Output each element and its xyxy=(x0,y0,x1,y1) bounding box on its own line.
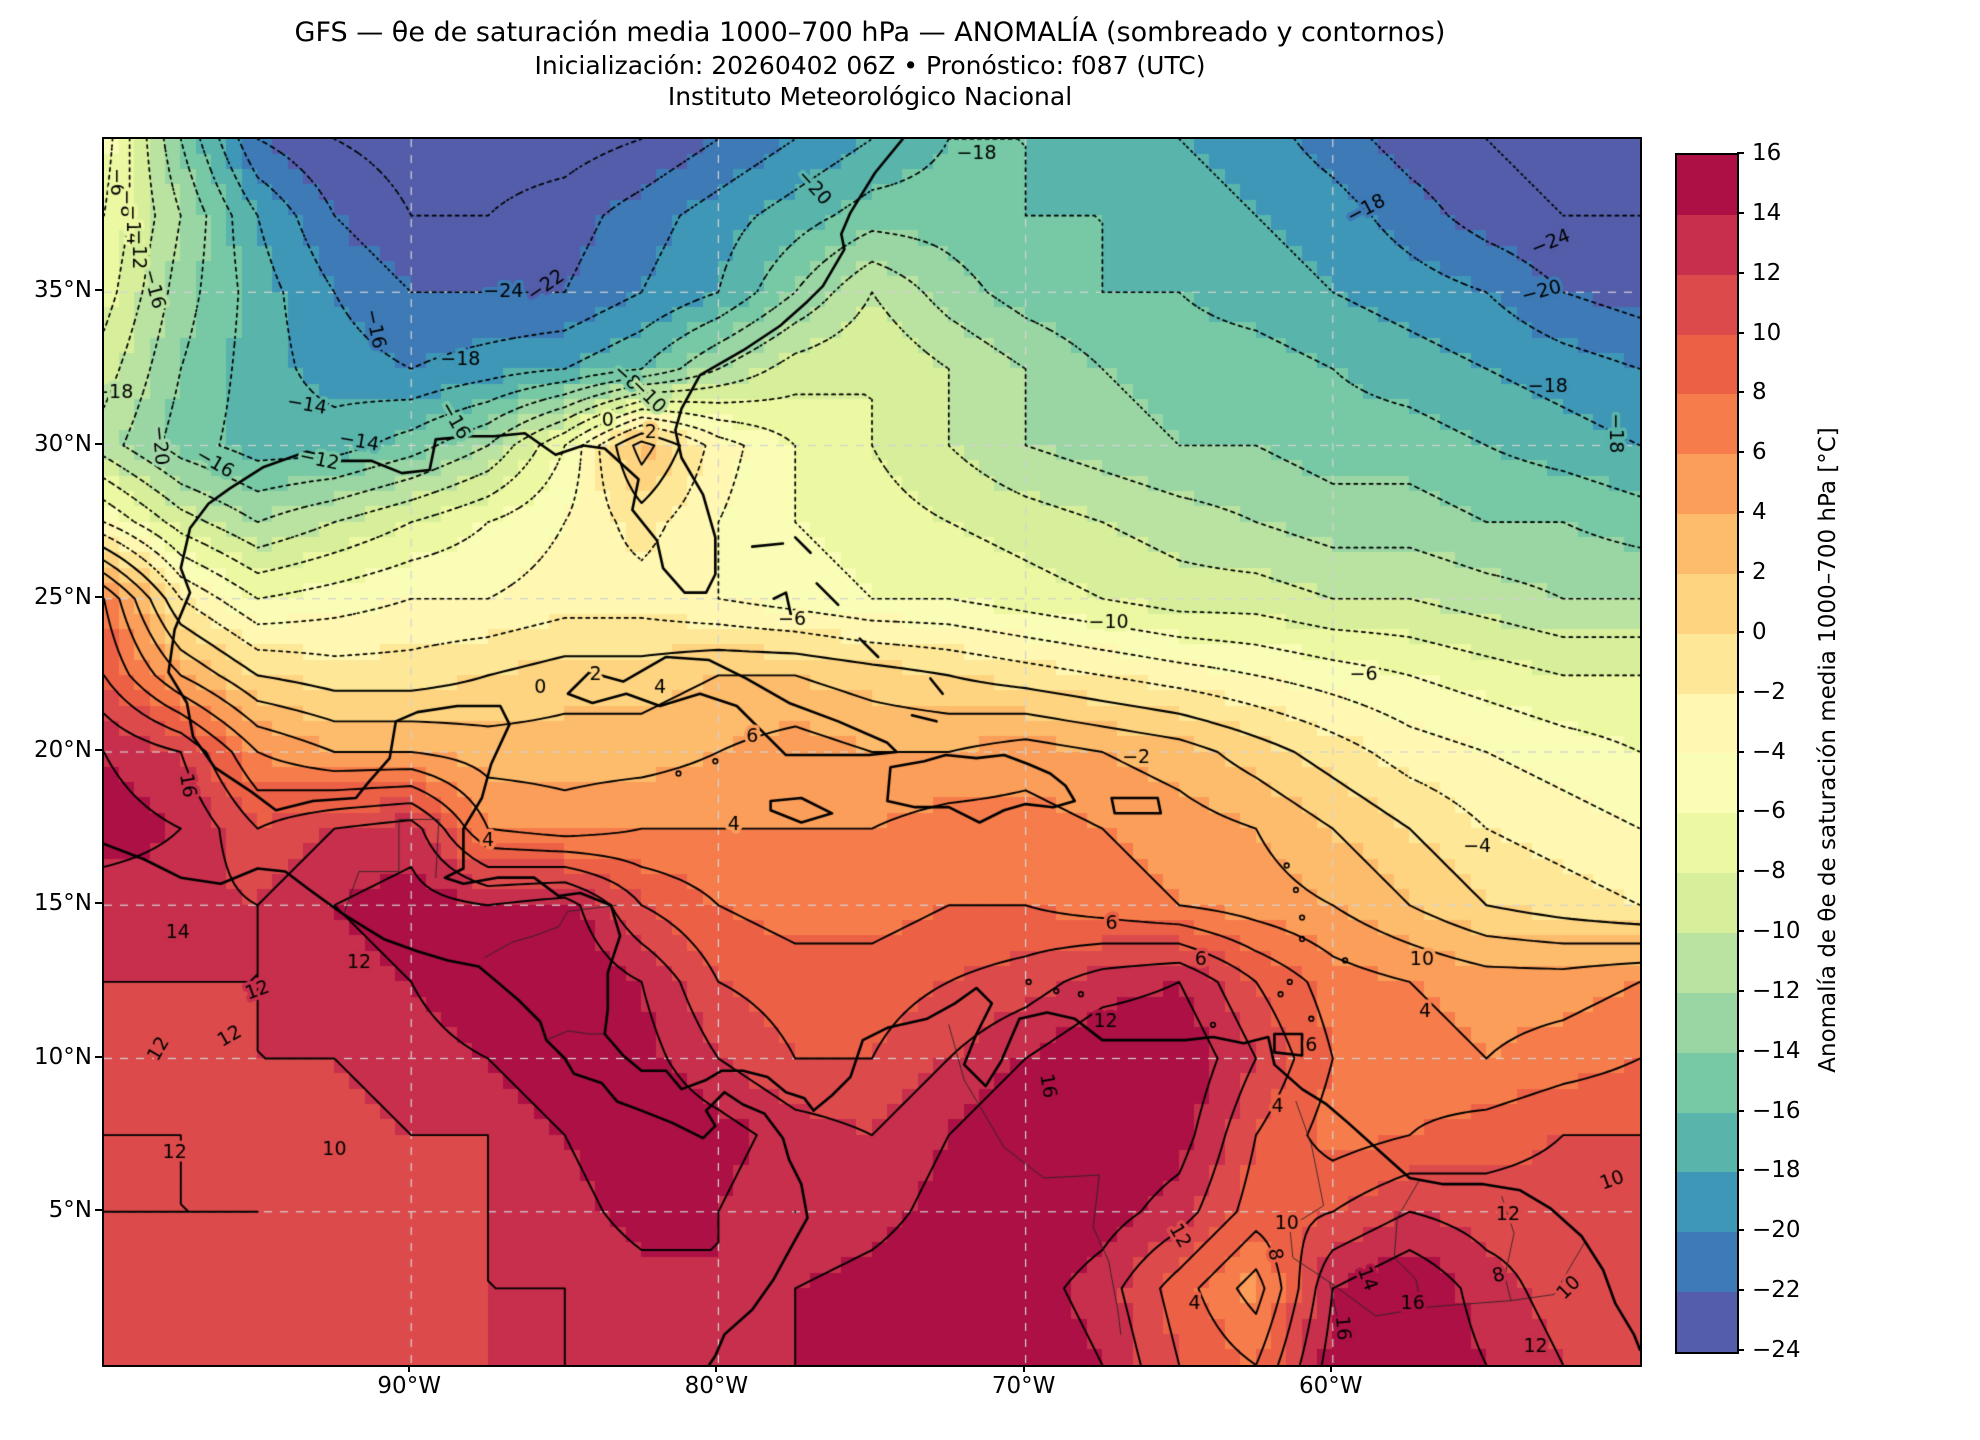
x-tick-label: 80°W xyxy=(684,1373,749,1399)
colorbar-tick-mark xyxy=(1737,630,1744,633)
colorbar-tick-label: 12 xyxy=(1752,259,1782,286)
colorbar-tick-label: −18 xyxy=(1752,1157,1801,1184)
colorbar-segment xyxy=(1677,992,1737,1053)
colorbar-segment xyxy=(1677,454,1737,515)
colorbar-segment xyxy=(1677,1052,1737,1113)
colorbar-tick-label: −22 xyxy=(1752,1277,1801,1304)
x-tick-mark xyxy=(408,1365,411,1372)
colorbar-segment xyxy=(1677,1232,1737,1293)
colorbar-tick-mark xyxy=(1737,570,1744,573)
colorbar-segment xyxy=(1677,214,1737,275)
colorbar-segment xyxy=(1677,753,1737,814)
colorbar-tick-mark xyxy=(1737,810,1744,813)
anomaly-map-canvas xyxy=(104,139,1640,1365)
colorbar-tick-mark xyxy=(1737,930,1744,933)
y-tick-mark xyxy=(95,442,102,445)
y-tick-label: 5°N xyxy=(48,1196,92,1223)
colorbar-tick-label: 16 xyxy=(1752,140,1782,166)
colorbar-tick-mark xyxy=(1737,1109,1744,1112)
colorbar-tick-mark xyxy=(1737,1229,1744,1232)
x-tick-label: 60°W xyxy=(1299,1373,1363,1399)
colorbar-tick-mark xyxy=(1737,211,1744,214)
chart-subtitle-institution: Instituto Meteorológico Nacional xyxy=(667,82,1073,111)
y-tick-mark xyxy=(95,749,102,751)
colorbar-segment xyxy=(1677,813,1737,874)
y-tick-label: 10°N xyxy=(34,1043,92,1070)
x-tick-label: 70°W xyxy=(991,1373,1056,1399)
colorbar-tick-label: 4 xyxy=(1752,499,1767,526)
colorbar-tick-label: −8 xyxy=(1752,858,1786,885)
colorbar-segment xyxy=(1677,394,1737,455)
colorbar-tick-label: −6 xyxy=(1752,798,1786,825)
colorbar-tick-label: 6 xyxy=(1752,439,1767,466)
y-tick-label: 25°N xyxy=(34,583,92,610)
colorbar-tick-mark xyxy=(1737,511,1744,514)
chart-subtitle-init: Inicialización: 20260402 06Z • Pronóstic… xyxy=(534,51,1206,80)
y-tick-mark xyxy=(95,1208,102,1211)
colorbar-segment xyxy=(1677,873,1737,933)
colorbar-tick-label: −20 xyxy=(1752,1217,1801,1244)
colorbar-tick-mark xyxy=(1737,271,1744,274)
colorbar-segment xyxy=(1677,1292,1737,1352)
colorbar-tick-mark xyxy=(1737,1349,1744,1351)
colorbar-tick-mark xyxy=(1737,1169,1744,1172)
colorbar-tick-mark xyxy=(1737,451,1744,454)
y-tick-label: 30°N xyxy=(34,430,92,457)
colorbar-tick-label: 0 xyxy=(1752,618,1767,645)
x-tick-label: 90°W xyxy=(377,1373,441,1399)
colorbar xyxy=(1675,153,1739,1354)
x-tick-mark xyxy=(1329,1365,1332,1372)
y-tick-label: 15°N xyxy=(34,890,92,917)
colorbar-segment xyxy=(1677,1172,1737,1233)
colorbar-tick-label: 8 xyxy=(1752,379,1767,406)
colorbar-tick-label: 14 xyxy=(1752,199,1782,226)
colorbar-segment xyxy=(1677,633,1737,694)
colorbar-segment xyxy=(1677,274,1737,335)
chart-title: GFS — θe de saturación media 1000–700 hP… xyxy=(294,17,1446,48)
colorbar-tick-label: −2 xyxy=(1752,678,1786,705)
colorbar-segment xyxy=(1677,514,1737,574)
colorbar-tick-mark xyxy=(1737,1289,1744,1292)
colorbar-tick-mark xyxy=(1737,1049,1744,1052)
colorbar-tick-label: 10 xyxy=(1752,319,1782,346)
colorbar-tick-label: −14 xyxy=(1752,1037,1801,1064)
title-block: GFS — θe de saturación media 1000–700 hP… xyxy=(102,16,1638,112)
colorbar-tick-label: −12 xyxy=(1752,977,1801,1004)
colorbar-segment xyxy=(1677,1112,1737,1173)
colorbar-segment xyxy=(1677,155,1737,215)
colorbar-tick-mark xyxy=(1737,870,1744,873)
y-tick-label: 35°N xyxy=(34,277,92,304)
colorbar-tick-label: −4 xyxy=(1752,738,1786,765)
x-tick-mark xyxy=(1022,1365,1025,1372)
colorbar-tick-mark xyxy=(1737,152,1744,154)
map-axes-frame xyxy=(102,137,1642,1367)
y-tick-mark xyxy=(95,289,102,292)
colorbar-segment xyxy=(1677,693,1737,754)
colorbar-tick-label: −24 xyxy=(1752,1337,1801,1363)
x-tick-mark xyxy=(715,1365,718,1372)
colorbar-tick-mark xyxy=(1737,989,1744,992)
y-tick-label: 20°N xyxy=(34,737,92,763)
y-tick-mark xyxy=(95,595,102,598)
colorbar-tick-label: −10 xyxy=(1752,918,1801,945)
colorbar-segment xyxy=(1677,932,1737,993)
colorbar-tick-mark xyxy=(1737,331,1744,334)
colorbar-tick-mark xyxy=(1737,391,1744,394)
colorbar-tick-mark xyxy=(1737,750,1744,753)
y-tick-mark xyxy=(95,902,102,905)
colorbar-tick-mark xyxy=(1737,690,1744,693)
colorbar-segment xyxy=(1677,334,1737,395)
colorbar-tick-label: −16 xyxy=(1752,1097,1801,1124)
colorbar-tick-label: 2 xyxy=(1752,558,1767,585)
colorbar-label: Anomalía de θe de saturación media 1000–… xyxy=(1815,427,1841,1073)
y-tick-mark xyxy=(95,1055,102,1058)
colorbar-segment xyxy=(1677,573,1737,634)
